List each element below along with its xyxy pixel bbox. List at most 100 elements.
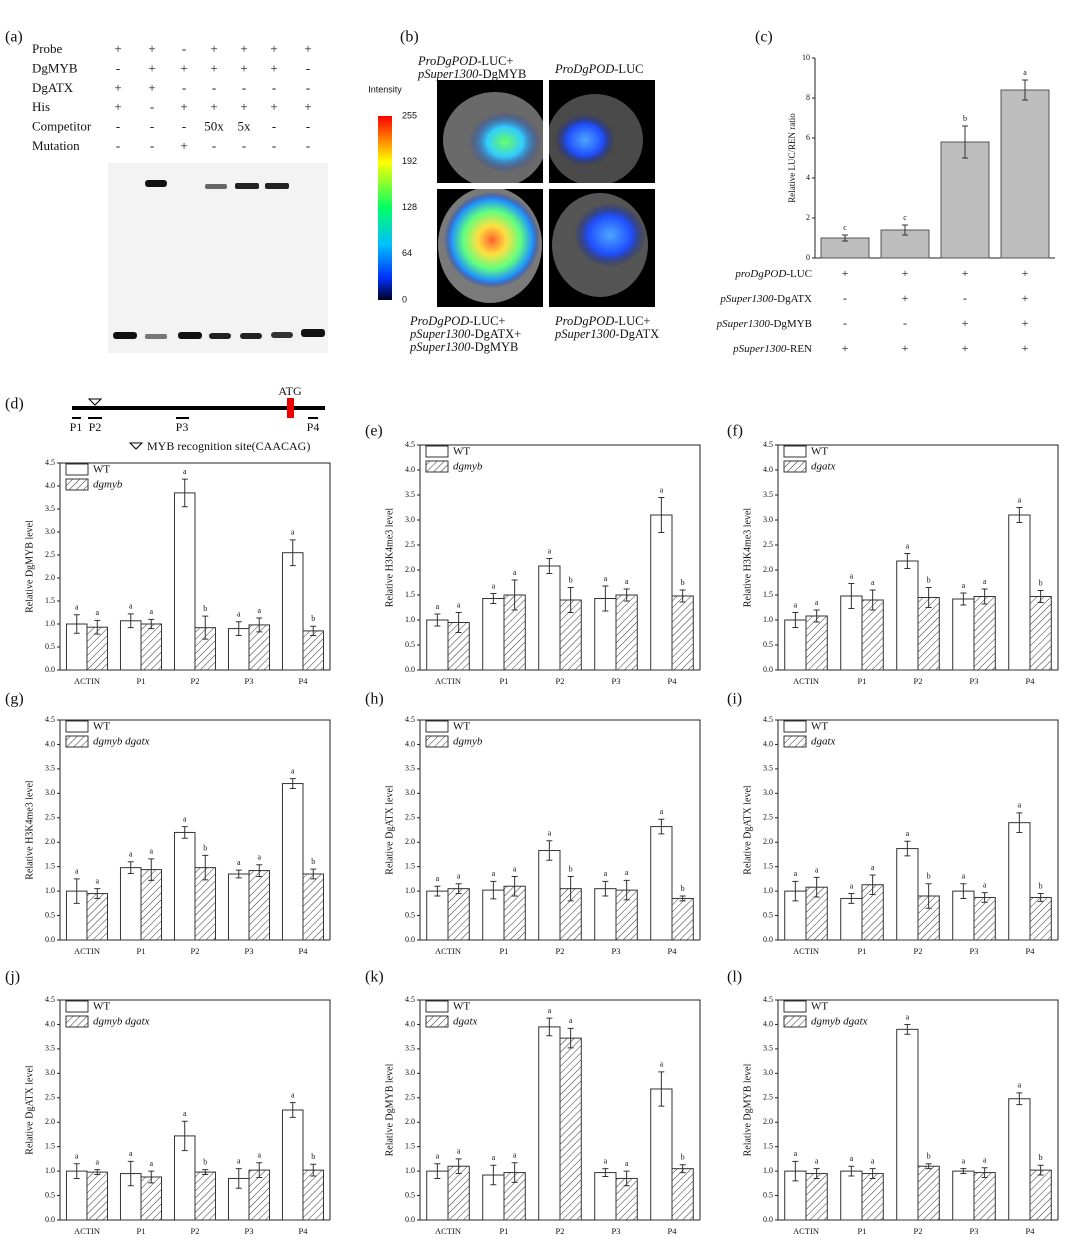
significance-letter: a xyxy=(548,829,552,838)
error-bar xyxy=(127,861,134,875)
treatment-sign: + xyxy=(962,341,969,355)
italic-part: pSuper1300 xyxy=(409,340,471,354)
y-axis-label: Relative DgMYB level xyxy=(24,520,35,613)
lane-sign: 50x xyxy=(204,119,224,134)
y-tick-label: 3.0 xyxy=(763,1068,773,1077)
significance-letter: a xyxy=(1018,1081,1022,1090)
legend-label: WT xyxy=(93,1001,110,1013)
y-tick-label: 3.0 xyxy=(405,515,415,524)
significance-letter: a xyxy=(906,829,910,838)
y-tick-label: 3.5 xyxy=(763,490,773,499)
y-tick-label: 4.0 xyxy=(763,465,773,474)
x-tick-label: ACTIN xyxy=(435,1226,461,1236)
error-bar xyxy=(848,893,855,904)
legend-swatch xyxy=(783,460,807,473)
y-tick-label: 1.0 xyxy=(405,886,415,895)
error-bar xyxy=(235,621,242,636)
significance-letter: a xyxy=(625,577,629,586)
y-tick-label: 2.5 xyxy=(45,813,55,822)
significance-letter: a xyxy=(129,602,133,611)
axes-frame xyxy=(778,444,1059,670)
legend-swatch xyxy=(65,1000,89,1013)
legend-label: dgatx xyxy=(811,736,836,748)
bar xyxy=(805,1173,828,1221)
x-tick-label: P3 xyxy=(970,946,979,956)
panel-label: (f) xyxy=(727,423,743,440)
error-bar xyxy=(567,875,574,902)
bar xyxy=(140,1176,163,1221)
error-bar xyxy=(869,874,876,896)
bar xyxy=(447,1165,470,1221)
bar xyxy=(840,1170,863,1221)
significance-letter: a xyxy=(850,1154,854,1163)
lane-sign: - xyxy=(306,138,310,153)
lane-sign: + xyxy=(180,99,187,114)
significance-letter: a xyxy=(625,868,629,877)
axes-frame xyxy=(60,999,331,1220)
primer-label: P2 xyxy=(89,420,102,434)
primer-label: P3 xyxy=(176,420,189,434)
bar xyxy=(302,1169,325,1221)
plain-part: -LUC+ xyxy=(477,54,513,68)
legend-swatch xyxy=(65,478,89,491)
lane-sign: - xyxy=(306,80,310,95)
error-bar xyxy=(310,868,317,880)
significance-letter: a xyxy=(548,546,552,555)
row-label: His xyxy=(32,99,50,114)
y-tick-label: 2.0 xyxy=(45,837,55,846)
y-tick-label: 0.5 xyxy=(45,910,55,919)
y-tick-label: 2.5 xyxy=(45,1093,55,1102)
y-tick-label: 3.0 xyxy=(45,527,55,536)
caption-line: ProDgPOD-LUC+ xyxy=(554,314,650,328)
bar xyxy=(917,597,940,671)
significance-letter: a xyxy=(548,1006,552,1015)
y-tick-label: 4.0 xyxy=(45,481,55,490)
lane-sign: + xyxy=(210,60,217,75)
lane-sign: - xyxy=(242,138,246,153)
error-bar xyxy=(1037,590,1044,603)
significance-letter: b xyxy=(927,1152,931,1161)
treatment-sign: - xyxy=(843,316,847,330)
italic-part: pSuper1300 xyxy=(716,318,771,330)
y-tick-label: 0.0 xyxy=(405,665,415,674)
error-bar xyxy=(602,585,609,612)
error-bar xyxy=(792,880,799,902)
treatment-sign: + xyxy=(1022,291,1029,305)
x-tick-label: P1 xyxy=(858,946,867,956)
significance-letter: a xyxy=(95,608,99,617)
significance-letter: a xyxy=(492,1153,496,1162)
x-tick-label: ACTIN xyxy=(74,1226,100,1236)
bar xyxy=(896,848,919,941)
plain-part: -REN xyxy=(786,343,812,355)
y-tick-label: 2.5 xyxy=(763,813,773,822)
significance-letter: a xyxy=(871,1156,875,1165)
legend-swatch xyxy=(783,720,807,733)
lane-sign: - xyxy=(212,80,216,95)
x-tick-label: P1 xyxy=(858,676,867,686)
legend-label: WT xyxy=(93,464,110,476)
significance-letter: a xyxy=(149,847,153,856)
error-bar xyxy=(73,614,80,634)
lane-sign: - xyxy=(272,138,276,153)
x-tick-label: P4 xyxy=(668,946,678,956)
italic-part: ProDgPOD xyxy=(409,314,469,328)
significance-letter: a xyxy=(850,571,854,580)
error-bar xyxy=(813,876,820,898)
treatment-sign: + xyxy=(1022,341,1029,355)
error-bar xyxy=(567,1027,574,1049)
significance-letter: a xyxy=(257,853,261,862)
y-tick-label: 3.5 xyxy=(45,764,55,773)
colorbar xyxy=(378,116,392,300)
row-label: Mutation xyxy=(32,138,80,153)
x-tick-label: P3 xyxy=(970,676,979,686)
y-tick-label: 0.5 xyxy=(405,1190,415,1199)
y-tick-label: 0.5 xyxy=(763,1190,773,1199)
error-bar xyxy=(127,1160,134,1187)
bar xyxy=(86,893,109,941)
x-tick-label: P2 xyxy=(191,946,200,956)
significance-letter: a xyxy=(237,858,241,867)
significance-letter: b xyxy=(681,884,685,893)
y-tick-label: 1.5 xyxy=(763,1141,773,1150)
bar xyxy=(650,826,673,941)
caption-line: pSuper1300-DgMYB xyxy=(417,67,526,81)
